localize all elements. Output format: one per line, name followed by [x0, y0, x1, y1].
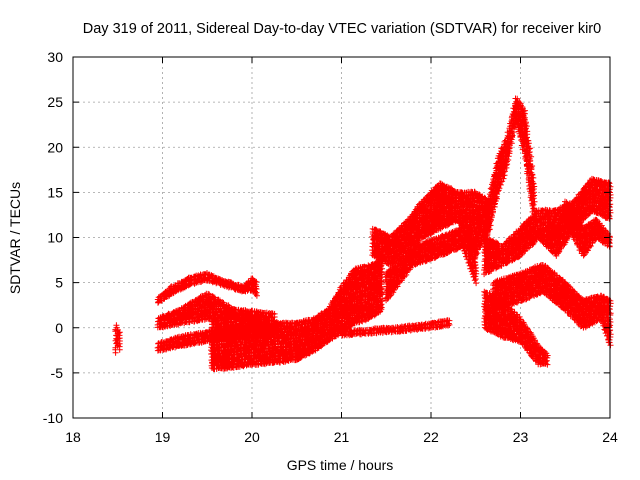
x-tick-label: 18	[65, 429, 81, 445]
point-markers	[561, 198, 613, 259]
x-tick-label: 20	[244, 429, 260, 445]
point-markers	[481, 175, 614, 278]
x-axis-label: GPS time / hours	[287, 457, 394, 473]
y-axis-label: SDTVAR / TECUs	[7, 182, 23, 294]
x-tick-label: 22	[423, 429, 439, 445]
point-markers	[154, 270, 260, 306]
point-markers	[208, 257, 386, 373]
series-late-band	[481, 175, 614, 278]
x-tick-label: 19	[155, 429, 171, 445]
y-tick-label: 20	[47, 139, 63, 155]
point-markers	[382, 225, 480, 304]
chart-title: Day 319 of 2011, Sidereal Day-to-day VTE…	[83, 21, 601, 37]
series-rising-band-a	[369, 180, 493, 268]
series-flat-tail	[338, 317, 453, 339]
y-tick-label: 10	[47, 230, 63, 246]
series-peak-arc	[481, 95, 538, 249]
y-tick-label: 25	[47, 94, 63, 110]
data-points	[112, 95, 614, 373]
series-upper-arc	[154, 270, 260, 306]
y-tick-label: 30	[47, 49, 63, 65]
point-markers	[338, 317, 453, 339]
series-mid-late-band	[490, 262, 614, 349]
series-descending-arc	[481, 288, 551, 368]
series-rising-band-b	[382, 225, 480, 304]
x-tick-label: 21	[334, 429, 350, 445]
point-markers	[481, 95, 538, 249]
series-falling-to-end	[561, 198, 613, 259]
y-tick-label: -5	[51, 365, 64, 381]
point-markers	[112, 322, 123, 356]
y-tick-label: 15	[47, 184, 63, 200]
point-markers	[481, 288, 551, 368]
series-main-mass	[208, 257, 386, 373]
y-tick-label: 5	[55, 275, 63, 291]
point-markers	[369, 180, 493, 268]
x-tick-label: 23	[513, 429, 529, 445]
x-tick-label: 24	[602, 429, 618, 445]
point-markers	[490, 262, 614, 349]
series-lone-arc-18.5	[112, 322, 123, 356]
axis-ticks: 18 19 20 21 22 23 24 -10 -5 0 5 10 15 20 25 30	[43, 49, 618, 445]
y-tick-label: 0	[55, 320, 63, 336]
y-tick-label: -10	[43, 410, 63, 426]
